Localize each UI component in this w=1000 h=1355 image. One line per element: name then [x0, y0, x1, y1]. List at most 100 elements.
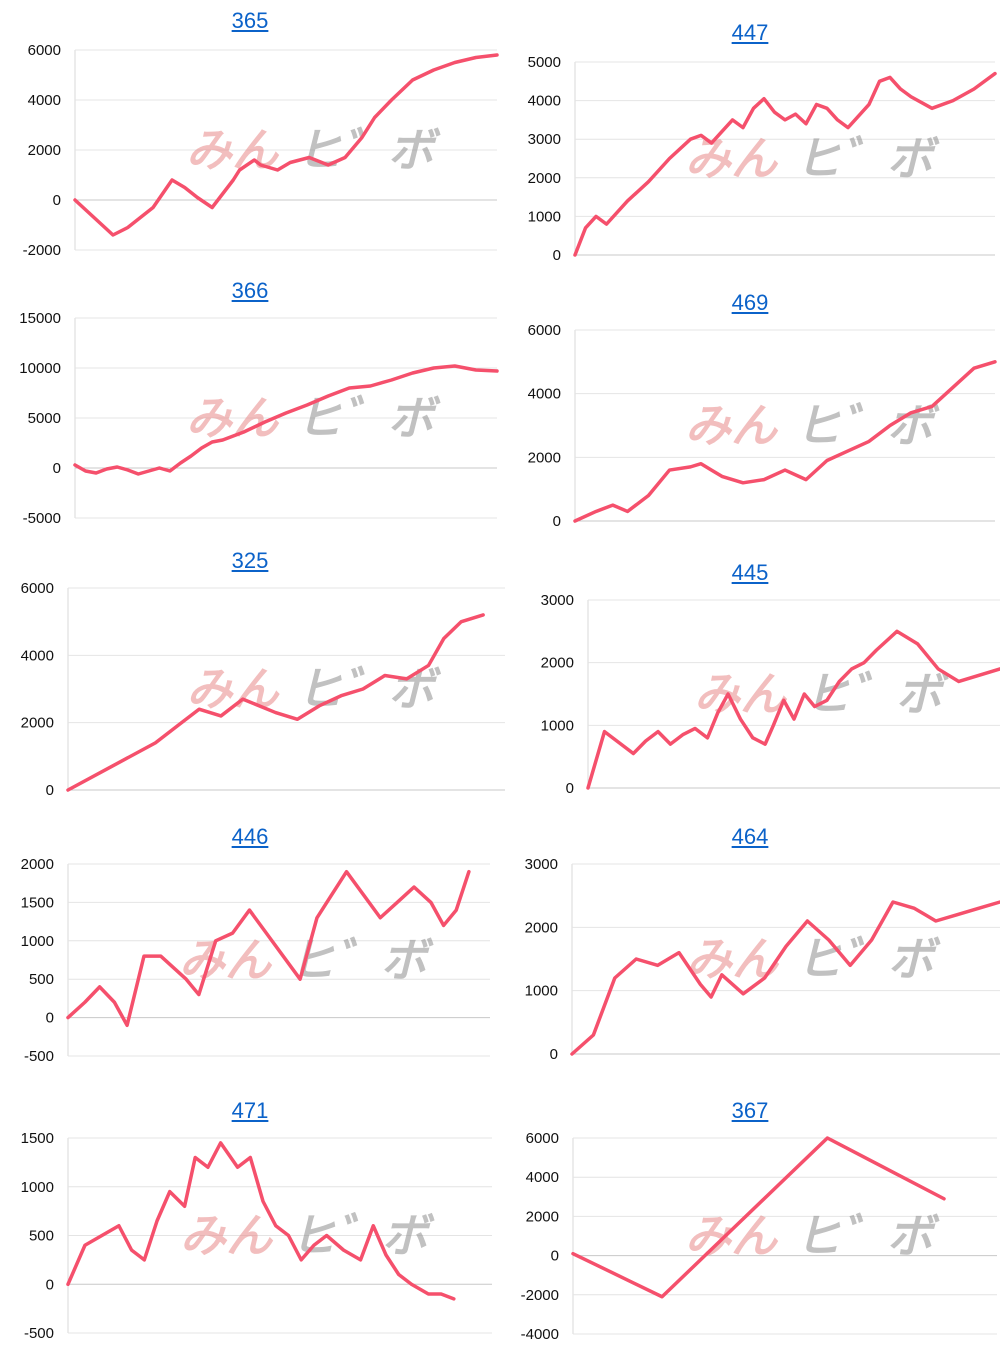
chart-panel-325: 325 6000 4000 2000 0 みん ヒ゛ボ: [0, 536, 505, 804]
line-chart: 2000 1500 1000 500 0 -500 みん ヒ゛ボ: [21, 856, 490, 1065]
y-tick-label: 1000: [541, 717, 574, 734]
y-tick-label: 3000: [525, 856, 558, 873]
y-tick-label: 6000: [28, 42, 61, 59]
y-tick-label: 4000: [28, 92, 61, 109]
y-tick-label: 1000: [21, 1179, 54, 1196]
series-line: [66, 869, 471, 1028]
series-line: [573, 360, 997, 523]
y-tick-label: 5000: [28, 410, 61, 427]
y-tick-label: 1500: [21, 894, 54, 911]
y-tick-label: 0: [46, 1010, 54, 1027]
chart-panel-446: 446 2000 1500 1000 500 0 -500 みん ヒ゛ボ: [0, 804, 500, 1072]
y-tick-label: 4000: [528, 386, 561, 403]
watermark-logo: みん: [685, 1209, 779, 1263]
y-tick-label: -2000: [23, 242, 61, 259]
chart-panel-447: 447 5000 4000 3000 2000 1000 0 みん ヒ゛ボ: [500, 0, 1000, 268]
chart-title-link[interactable]: 325: [231, 548, 269, 573]
y-tick-label: 6000: [528, 322, 561, 339]
watermark-logo: ヒ゛ボ: [804, 667, 949, 721]
y-tick-label: 15000: [19, 310, 61, 327]
y-tick-label: 1000: [21, 933, 54, 950]
watermark-logo: みん: [186, 123, 280, 177]
line-chart: 6000 4000 2000 0 -2000 みん ヒ゛ボ: [23, 42, 499, 259]
watermark-logo: ヒ゛ボ: [795, 132, 940, 186]
chart-title-link[interactable]: 469: [731, 290, 769, 315]
y-tick-label: 1000: [528, 208, 561, 225]
y-tick-label: 2000: [28, 142, 61, 159]
watermark-logo: みん: [180, 1209, 274, 1263]
chart-title-link[interactable]: 366: [231, 278, 269, 303]
y-tick-label: 2000: [528, 170, 561, 187]
y-tick-label: 0: [550, 1046, 558, 1063]
chart-title-link[interactable]: 471: [231, 1098, 269, 1123]
series-line: [73, 53, 499, 237]
y-tick-label: -5000: [23, 510, 61, 527]
y-tick-label: 2000: [21, 856, 54, 873]
chart-title-link[interactable]: 464: [731, 824, 769, 849]
line-chart: 6000 4000 2000 0 -2000 -4000 みん ヒ゛ボ: [521, 1130, 997, 1343]
y-tick-label: 5000: [528, 54, 561, 71]
watermark-logo: みん: [685, 132, 779, 186]
y-tick-label: -4000: [521, 1326, 559, 1343]
y-tick-label: 0: [553, 247, 561, 264]
series-line: [573, 71, 997, 257]
chart-panel-366: 366 15000 10000 5000 0 -5000 みん ヒ゛ボ: [0, 268, 500, 536]
chart-title-link[interactable]: 447: [731, 20, 769, 45]
series-line: [570, 900, 1000, 1056]
series-line: [66, 1141, 456, 1301]
series-line: [586, 629, 1000, 790]
watermark-logo: ヒ゛ボ: [795, 1209, 940, 1263]
y-tick-label: 4000: [21, 647, 54, 664]
series-line: [66, 613, 485, 792]
y-tick-label: -500: [24, 1325, 54, 1342]
chart-title-link[interactable]: 367: [731, 1098, 769, 1123]
y-tick-label: 0: [551, 1248, 559, 1265]
y-tick-label: 1000: [525, 983, 558, 1000]
y-tick-label: 1500: [21, 1130, 54, 1147]
y-tick-label: 2000: [21, 715, 54, 732]
watermark-logo: ヒ゛ボ: [796, 932, 941, 986]
y-tick-label: 2000: [528, 449, 561, 466]
watermark-logo: みん: [179, 933, 273, 987]
chart-panel-367: 367 6000 4000 2000 0 -2000 -4000 みん ヒ゛ボ: [500, 1072, 1000, 1355]
chart-panel-469: 469 6000 4000 2000 0 みん ヒ゛ボ: [500, 268, 1000, 536]
y-tick-label: 0: [553, 513, 561, 530]
chart-title-link[interactable]: 445: [731, 560, 769, 585]
chart-panel-365: 365 6000 4000 2000 0 -2000 みん ヒ゛ボ: [0, 0, 500, 268]
chart-title-link[interactable]: 365: [231, 8, 269, 33]
y-tick-label: 3000: [528, 131, 561, 148]
y-tick-label: -2000: [521, 1287, 559, 1304]
y-tick-label: 4000: [526, 1169, 559, 1186]
y-tick-label: 0: [46, 1276, 54, 1293]
y-tick-label: 0: [46, 782, 54, 799]
y-tick-label: 2000: [526, 1208, 559, 1225]
y-tick-label: 500: [29, 1228, 54, 1245]
y-tick-label: 0: [566, 780, 574, 797]
y-tick-label: 0: [53, 460, 61, 477]
chart-panel-471: 471 1500 1000 500 0 -500 みん ヒ゛ボ: [0, 1072, 500, 1355]
y-tick-label: 6000: [21, 580, 54, 597]
line-chart: 5000 4000 3000 2000 1000 0 みん ヒ゛ボ: [528, 54, 997, 264]
y-tick-label: 500: [29, 971, 54, 988]
series-line: [571, 1136, 946, 1299]
watermark-logo: ヒ゛ボ: [795, 399, 940, 453]
series-line: [73, 364, 499, 476]
y-tick-label: 3000: [541, 592, 574, 609]
watermark-logo: みん: [694, 667, 788, 721]
y-tick-label: 0: [53, 192, 61, 209]
y-tick-label: 2000: [525, 919, 558, 936]
chart-panel-464: 464 3000 2000 1000 0 みん ヒ゛ボ: [500, 804, 1000, 1072]
y-tick-label: 10000: [19, 360, 61, 377]
chart-panel-445: 445 3000 2000 1000 0 みん ヒ゛ボ: [500, 536, 1000, 804]
y-tick-label: -500: [24, 1048, 54, 1065]
watermark-logo: ヒ゛ボ: [289, 933, 434, 987]
y-tick-label: 4000: [528, 93, 561, 110]
chart-title-link[interactable]: 446: [231, 824, 269, 849]
watermark-logo: みん: [685, 399, 779, 453]
y-tick-label: 2000: [541, 655, 574, 672]
line-chart: 3000 2000 1000 0 みん ヒ゛ボ: [541, 592, 1000, 797]
